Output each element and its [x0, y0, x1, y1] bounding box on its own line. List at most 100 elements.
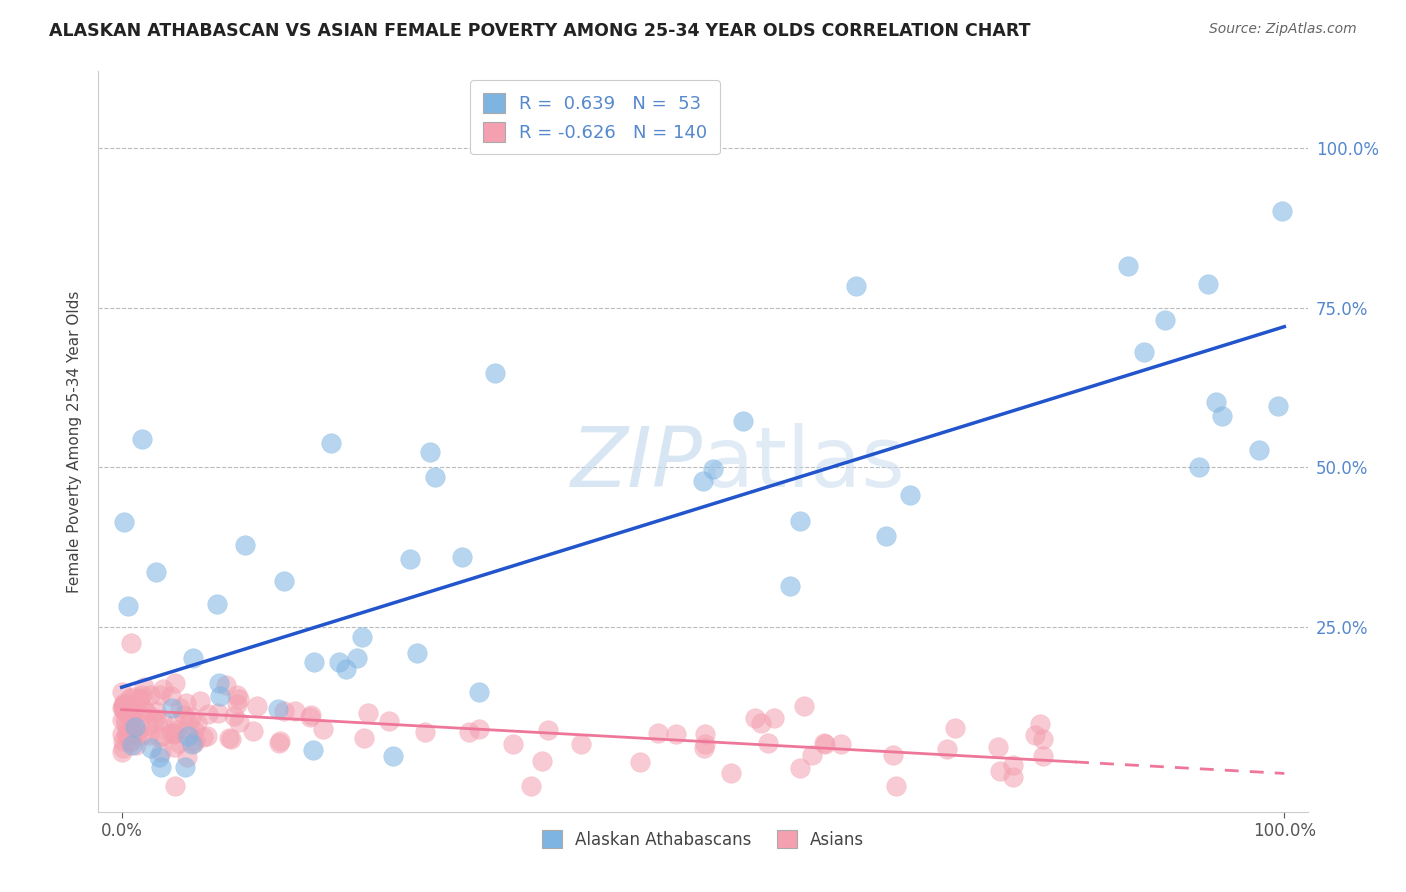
Point — [1271, 204, 1294, 219]
Point — [1031, 732, 1053, 747]
Point — [148, 749, 170, 764]
Point — [117, 706, 139, 720]
Point — [205, 597, 228, 611]
Point — [112, 741, 135, 756]
Point — [269, 734, 291, 748]
Point — [118, 727, 141, 741]
Point — [114, 704, 136, 718]
Point — [228, 714, 250, 729]
Point — [246, 698, 269, 713]
Point — [898, 488, 921, 502]
Point — [693, 727, 716, 741]
Point — [1188, 459, 1211, 474]
Point — [218, 731, 240, 746]
Point — [302, 655, 325, 669]
Point — [451, 549, 474, 564]
Point — [692, 741, 714, 756]
Point — [149, 760, 172, 774]
Point — [183, 736, 205, 750]
Text: atlas: atlas — [703, 423, 904, 504]
Point — [163, 779, 186, 793]
Point — [647, 726, 669, 740]
Point — [163, 727, 186, 741]
Point — [789, 514, 811, 528]
Point — [789, 761, 811, 775]
Point — [537, 723, 560, 737]
Point — [111, 698, 134, 712]
Point — [1211, 409, 1233, 423]
Point — [193, 730, 215, 744]
Point — [312, 723, 335, 737]
Point — [800, 748, 823, 763]
Point — [139, 740, 162, 755]
Point — [468, 684, 491, 698]
Point — [152, 681, 174, 696]
Point — [127, 727, 149, 741]
Point — [943, 721, 966, 735]
Point — [135, 705, 157, 719]
Point — [118, 708, 141, 723]
Point — [190, 694, 212, 708]
Point — [845, 279, 868, 293]
Point — [302, 742, 325, 756]
Point — [150, 745, 173, 759]
Point — [115, 727, 138, 741]
Point — [830, 738, 852, 752]
Point — [166, 723, 188, 737]
Point — [120, 690, 142, 705]
Point — [242, 724, 264, 739]
Point — [120, 733, 142, 747]
Point — [1267, 399, 1289, 413]
Point — [165, 716, 187, 731]
Point — [121, 738, 143, 752]
Point — [884, 779, 907, 793]
Point — [1154, 313, 1177, 327]
Point — [273, 704, 295, 718]
Point — [118, 735, 141, 749]
Point — [184, 732, 207, 747]
Point — [1024, 728, 1046, 742]
Point — [749, 715, 772, 730]
Point — [129, 691, 152, 706]
Point — [733, 414, 755, 428]
Point — [152, 729, 174, 743]
Point — [328, 655, 350, 669]
Point — [117, 599, 139, 613]
Point — [117, 726, 139, 740]
Point — [269, 735, 291, 749]
Point — [111, 684, 134, 698]
Text: ZIP: ZIP — [571, 423, 703, 504]
Point — [163, 739, 186, 754]
Point — [120, 635, 142, 649]
Point — [120, 699, 142, 714]
Point — [720, 766, 742, 780]
Point — [692, 474, 714, 488]
Point — [284, 705, 307, 719]
Point — [136, 718, 159, 732]
Point — [121, 701, 143, 715]
Point — [664, 727, 686, 741]
Point — [207, 706, 229, 721]
Point — [457, 724, 479, 739]
Point — [793, 699, 815, 714]
Point — [875, 528, 897, 542]
Point — [181, 738, 204, 752]
Point — [186, 715, 208, 730]
Point — [132, 680, 155, 694]
Point — [128, 692, 150, 706]
Point — [112, 697, 135, 711]
Point — [177, 729, 200, 743]
Point — [226, 688, 249, 702]
Point — [378, 714, 401, 728]
Point — [143, 710, 166, 724]
Point — [183, 723, 205, 737]
Point — [112, 515, 135, 529]
Point — [117, 703, 139, 717]
Point — [115, 717, 138, 731]
Point — [319, 436, 342, 450]
Point — [413, 724, 436, 739]
Point — [756, 736, 779, 750]
Point — [160, 701, 183, 715]
Point — [988, 764, 1011, 778]
Point — [502, 738, 524, 752]
